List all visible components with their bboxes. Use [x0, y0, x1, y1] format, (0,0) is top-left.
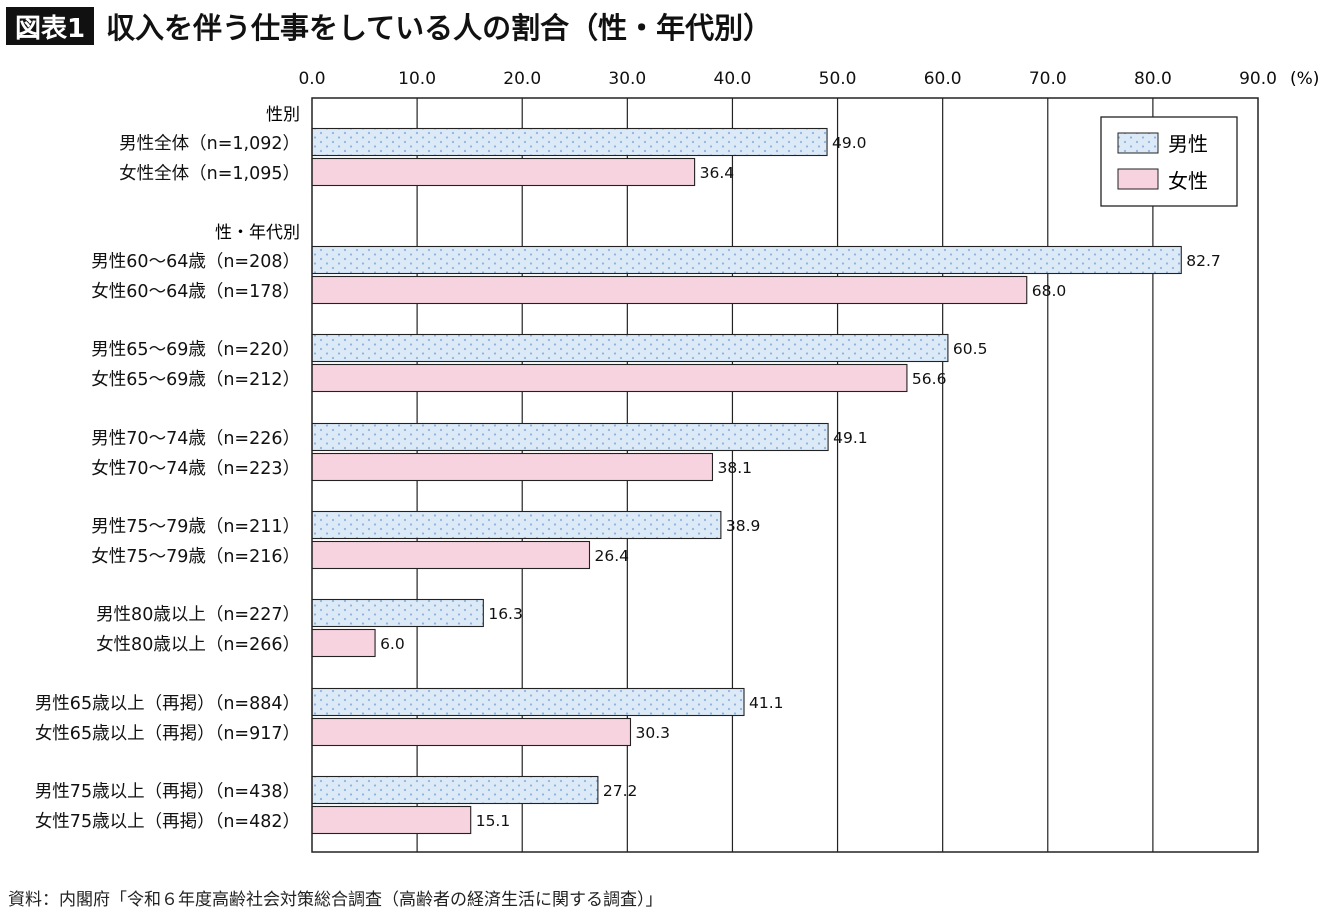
legend-label-female: 女性	[1168, 169, 1208, 193]
x-tick-label: 70.0	[1029, 69, 1067, 89]
title-badge: 図表1	[15, 14, 85, 44]
data-label: 15.1	[476, 812, 511, 830]
bar-male	[311, 510, 722, 540]
x-tick-label: 0.0	[298, 69, 325, 89]
bar-male	[311, 775, 599, 805]
data-label: 16.3	[488, 605, 523, 623]
data-label: 49.1	[833, 429, 868, 447]
bar-female	[311, 805, 472, 835]
category-label: 男性65歳以上（再掲）（n=884）	[35, 694, 300, 714]
category-label: 女性75～79歳（n=216）	[91, 547, 300, 567]
data-label: 82.7	[1186, 252, 1221, 270]
category-label: 男性75歳以上（再掲）（n=438）	[35, 782, 300, 802]
x-tick-label: 10.0	[398, 69, 436, 89]
bar-female	[311, 628, 376, 658]
category-label: 女性65～69歳（n=212）	[91, 370, 300, 390]
x-tick-label: 40.0	[714, 69, 752, 89]
data-label: 38.1	[717, 459, 752, 477]
bar-female	[311, 157, 696, 187]
data-label: 56.6	[912, 370, 947, 388]
x-tick-label: 80.0	[1134, 69, 1172, 89]
category-label: 男性65～69歳（n=220）	[91, 340, 300, 360]
plot-frame	[311, 97, 1259, 853]
category-label: 男性全体（n=1,092）	[119, 134, 300, 154]
category-label: 女性80歳以上（n=266）	[96, 635, 300, 655]
x-tick-label: 20.0	[503, 69, 541, 89]
bar-female	[311, 275, 1028, 305]
legend-swatch-male	[1117, 132, 1159, 154]
title-badge-bg	[6, 7, 94, 45]
data-label: 41.1	[749, 694, 784, 712]
category-label: 男性80歳以上（n=227）	[96, 605, 300, 625]
bar-male	[311, 245, 1182, 275]
bar-female	[311, 363, 908, 393]
x-axis-unit: (%)	[1290, 69, 1319, 89]
category-label: 女性60～64歳（n=178）	[91, 282, 300, 302]
data-label: 30.3	[635, 724, 670, 742]
bar-male	[311, 422, 829, 452]
category-label: 女性70～74歳（n=223）	[91, 459, 300, 479]
data-label: 26.4	[594, 547, 629, 565]
category-label: 男性70～74歳（n=226）	[91, 429, 300, 449]
chart-title: 収入を伴う仕事をしている人の割合（性・年代別）	[106, 11, 772, 45]
data-label: 27.2	[603, 782, 638, 800]
data-label: 49.0	[832, 134, 867, 152]
category-label: 男性60～64歳（n=208）	[91, 252, 300, 272]
bar-male	[311, 127, 828, 157]
bar-male	[311, 333, 949, 363]
data-label: 68.0	[1032, 282, 1067, 300]
bar-male	[311, 598, 484, 628]
category-label: 女性全体（n=1,095）	[119, 164, 300, 184]
category-label: 女性75歳以上（再掲）（n=482）	[35, 812, 300, 832]
section-label-sex: 性別	[266, 105, 300, 125]
legend-swatch-female	[1117, 168, 1159, 190]
category-label: 男性75～79歳（n=211）	[91, 517, 300, 537]
legend-frame	[1100, 116, 1238, 207]
x-tick-label: 50.0	[819, 69, 857, 89]
bar-male	[311, 687, 745, 717]
plot-area: 0.0 10.0 20.0 30.0 40.0 50.0 60.0 70.0 80.0 90.0 4…	[35, 69, 1277, 853]
x-tick-label: 30.0	[608, 69, 646, 89]
data-label: 6.0	[380, 635, 405, 653]
data-label: 38.9	[726, 517, 761, 535]
category-label: 女性65歳以上（再掲）（n=917）	[35, 724, 300, 744]
legend: 男性 女性	[1100, 116, 1238, 207]
data-label: 60.5	[953, 340, 988, 358]
bar-female	[311, 540, 591, 570]
x-tick-label: 60.0	[924, 69, 962, 89]
bar-female	[311, 717, 632, 747]
x-tick-label: 90.0	[1239, 69, 1277, 89]
section-label-sex-age: 性・年代別	[215, 223, 300, 243]
legend-label-male: 男性	[1168, 132, 1208, 156]
bar-female	[311, 452, 714, 482]
data-label: 36.4	[700, 164, 735, 182]
source-note: 資料：内閣府「令和６年度高齢社会対策総合調査（高齢者の経済生活に関する調査）」	[8, 890, 663, 910]
